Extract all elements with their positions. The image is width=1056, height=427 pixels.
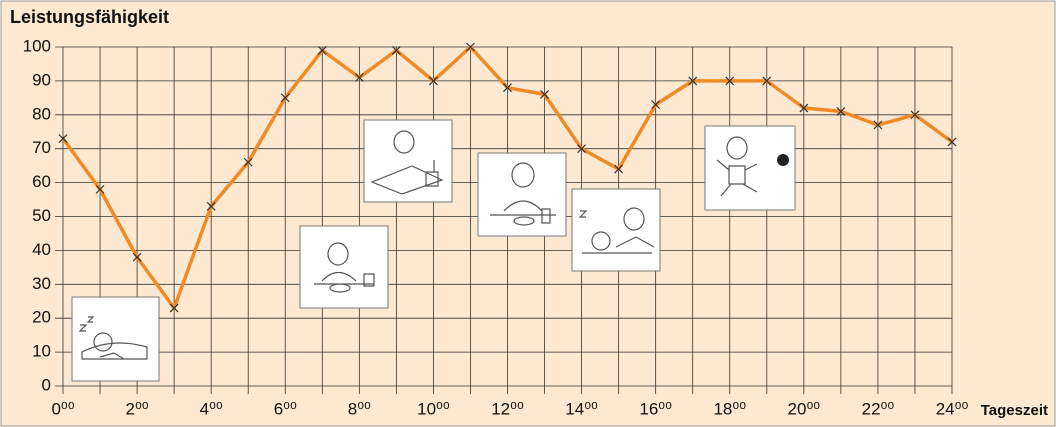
x-tick-label: 8⁰⁰: [348, 399, 371, 418]
x-tick-label: 18⁰⁰: [713, 399, 746, 418]
y-tick-label: 80: [32, 104, 51, 123]
y-tick-label: 90: [32, 70, 51, 89]
x-tick-label: 12⁰⁰: [491, 399, 524, 418]
chart-title: Leistungsfähigkeit: [10, 7, 169, 27]
x-axis-label: Tageszeit: [981, 402, 1048, 419]
x-tick-label: 4⁰⁰: [200, 399, 223, 418]
x-tick-label: 10⁰⁰: [417, 399, 450, 418]
x-tick-label: 14⁰⁰: [565, 399, 598, 418]
y-tick-label: 50: [32, 206, 51, 225]
y-tick-label: 20: [32, 308, 51, 327]
y-tick-label: 100: [23, 36, 51, 55]
x-tick-label: 6⁰⁰: [274, 399, 297, 418]
x-tick-label: 20⁰⁰: [788, 399, 821, 418]
y-tick-label: 70: [32, 138, 51, 157]
y-tick-label: 0: [42, 375, 51, 394]
y-tick-label: 30: [32, 274, 51, 293]
y-tick-label: 40: [32, 240, 51, 259]
x-tick-label: 2⁰⁰: [126, 399, 149, 418]
y-tick-label: 10: [32, 342, 51, 361]
y-tick-label: 60: [32, 172, 51, 191]
x-tick-label: 16⁰⁰: [639, 399, 672, 418]
x-tick-label: 0⁰⁰: [51, 399, 74, 418]
x-tick-label: 24⁰⁰: [936, 399, 969, 418]
x-tick-label: 22⁰⁰: [862, 399, 895, 418]
chart: Leistungsfähigkeit Tageszeit 0 10 20 30 40 50…: [0, 0, 1056, 427]
